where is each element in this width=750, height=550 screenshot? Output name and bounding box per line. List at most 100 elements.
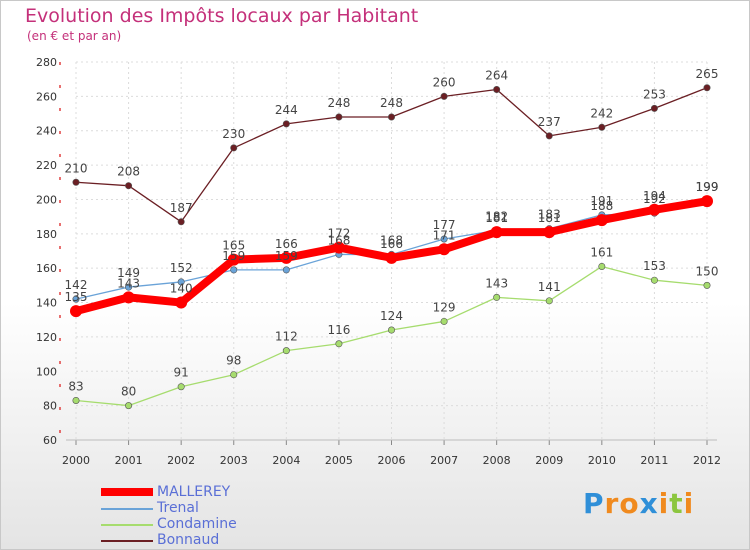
data-label-condamine: 141 — [538, 280, 561, 294]
legend: MALLEREY Trenal Condamine Bonnaud — [101, 484, 301, 549]
chart-subtitle: (en € et par an) — [27, 29, 122, 43]
legend-item-bonnaud: Bonnaud — [101, 532, 301, 549]
y-tick-label: 80 — [43, 400, 57, 413]
data-label-bonnaud: 187 — [170, 201, 193, 215]
x-tick-label: 2001 — [115, 454, 143, 467]
data-label-mallerey: 199 — [696, 180, 719, 194]
proxiti-logo: Proxiti — [583, 487, 694, 520]
data-point-bonnaud — [230, 144, 238, 152]
data-point-bonnaud — [335, 113, 343, 121]
y-tick-label: 180 — [36, 228, 57, 241]
data-point-condamine — [230, 371, 238, 379]
data-point-trenal — [440, 235, 448, 243]
data-label-condamine: 124 — [380, 309, 403, 323]
data-label-trenal: 183 — [538, 208, 561, 222]
y-tick-label: 120 — [36, 331, 57, 344]
x-tick-label: 2003 — [220, 454, 248, 467]
legend-item-mallerey: MALLEREY — [101, 484, 301, 501]
series-lines — [70, 84, 713, 410]
data-point-condamine — [72, 396, 80, 404]
data-label-condamine: 153 — [643, 259, 666, 273]
data-label-trenal: 168 — [327, 233, 350, 247]
data-point-mallerey — [543, 226, 556, 239]
data-point-condamine — [387, 326, 395, 334]
data-label-condamine: 129 — [433, 300, 456, 314]
data-label-condamine: 98 — [226, 354, 241, 368]
data-point-condamine — [545, 297, 553, 305]
logo-letter: i — [683, 487, 695, 520]
x-tick-label: 2002 — [167, 454, 195, 467]
y-tick-label: 140 — [36, 297, 57, 310]
data-label-trenal: 168 — [380, 233, 403, 247]
y-tick-label: 240 — [36, 125, 57, 138]
y-tick-label: 160 — [36, 262, 57, 275]
x-tick-label: 2009 — [535, 454, 563, 467]
data-label-bonnaud: 242 — [590, 106, 613, 120]
legend-swatch-condamine — [101, 524, 153, 526]
data-label-mallerey: 194 — [643, 189, 666, 203]
data-label-condamine: 116 — [327, 323, 350, 337]
data-point-mallerey — [701, 195, 713, 208]
x-tick-label: 2008 — [483, 454, 511, 467]
data-label-mallerey: 181 — [485, 211, 508, 225]
legend-label-condamine: Condamine — [157, 516, 237, 532]
data-point-condamine — [703, 281, 711, 289]
data-point-bonnaud — [650, 104, 658, 112]
data-label-condamine: 80 — [121, 385, 136, 399]
x-tick-label: 2006 — [378, 454, 406, 467]
data-point-condamine — [440, 317, 448, 325]
data-point-mallerey — [438, 243, 451, 256]
data-label-condamine: 143 — [485, 276, 508, 290]
data-label-condamine: 83 — [68, 379, 83, 393]
data-label-trenal: 191 — [590, 194, 613, 208]
data-label-trenal: 182 — [485, 209, 508, 223]
y-tick-label: 200 — [36, 193, 57, 206]
legend-swatch-bonnaud — [101, 540, 153, 542]
data-label-mallerey: 143 — [117, 276, 140, 290]
data-point-mallerey — [332, 241, 345, 254]
data-point-condamine — [335, 340, 343, 348]
data-point-mallerey — [122, 291, 135, 304]
data-label-mallerey: 165 — [222, 239, 245, 253]
data-label-mallerey: 172 — [327, 227, 350, 241]
data-point-trenal — [282, 266, 290, 274]
y-tick-label: 100 — [36, 365, 57, 378]
data-point-bonnaud — [598, 123, 606, 131]
x-tick-label: 2000 — [62, 454, 90, 467]
x-tick-label: 2010 — [588, 454, 616, 467]
data-point-bonnaud — [387, 113, 395, 121]
data-label-mallerey: 135 — [65, 290, 88, 304]
data-point-bonnaud — [125, 182, 133, 190]
data-label-trenal: 142 — [65, 278, 88, 292]
data-label-bonnaud: 244 — [275, 103, 298, 117]
data-point-bonnaud — [440, 92, 448, 100]
data-label-condamine: 91 — [174, 366, 189, 380]
logo-letter: t — [669, 487, 684, 520]
data-point-bonnaud — [177, 218, 185, 226]
data-point-condamine — [125, 402, 133, 410]
legend-item-condamine: Condamine — [101, 516, 301, 533]
data-point-condamine — [493, 293, 501, 301]
data-point-trenal — [177, 278, 185, 286]
legend-label-trenal: Trenal — [157, 500, 199, 516]
data-label-trenal: 177 — [433, 218, 456, 232]
data-point-trenal — [72, 295, 80, 303]
legend-label-bonnaud: Bonnaud — [157, 532, 220, 548]
data-point-mallerey — [595, 214, 608, 227]
x-tick-label: 2011 — [640, 454, 668, 467]
legend-swatch-mallerey — [101, 488, 153, 496]
data-point-mallerey — [227, 253, 240, 266]
data-label-mallerey: 171 — [433, 228, 456, 242]
data-label-bonnaud: 248 — [380, 96, 403, 110]
data-label-trenal: 159 — [275, 249, 298, 263]
data-label-trenal: 152 — [170, 261, 193, 275]
y-tick-label: 60 — [43, 434, 57, 447]
data-label-bonnaud: 248 — [327, 96, 350, 110]
data-point-bonnaud — [72, 178, 80, 186]
logo-letter: r — [604, 487, 620, 520]
data-label-bonnaud: 260 — [433, 75, 456, 89]
data-label-bonnaud: 230 — [222, 127, 245, 141]
data-point-condamine — [282, 347, 290, 355]
